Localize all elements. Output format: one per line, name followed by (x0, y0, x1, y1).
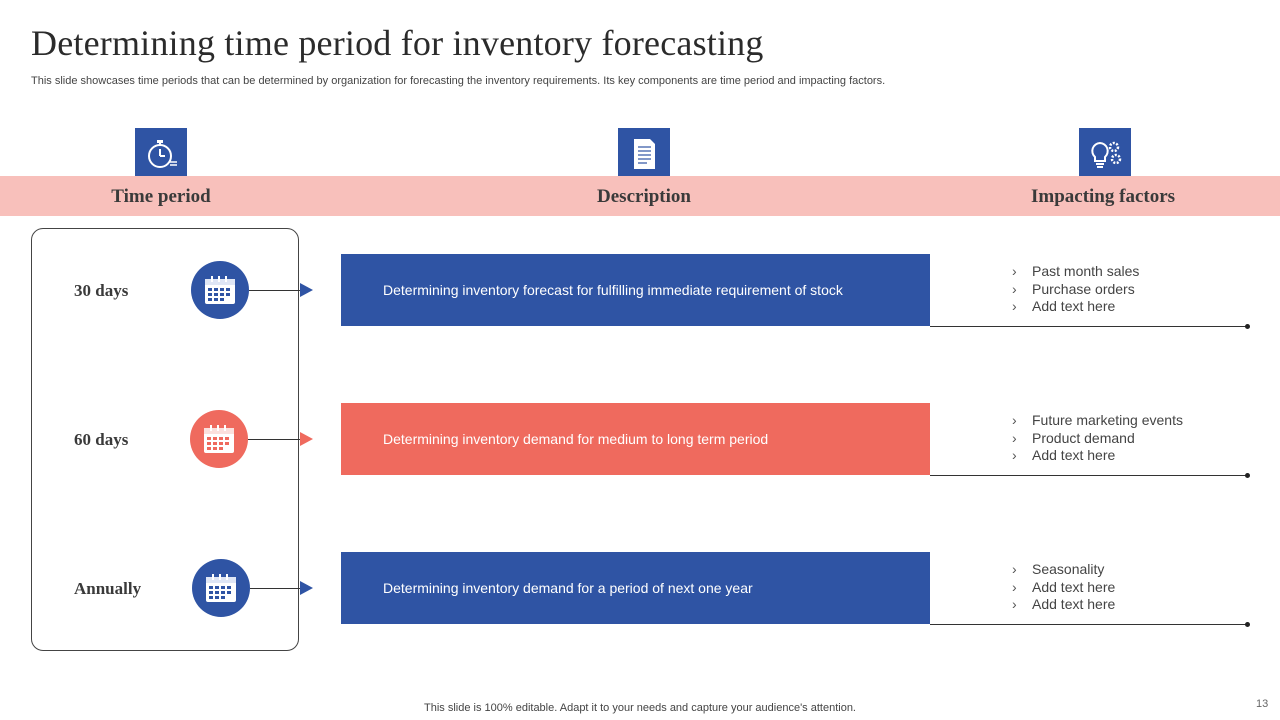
period-label: 30 days (74, 281, 129, 300)
chevron-right-icon: › (1012, 280, 1017, 297)
factors-list: › Seasonality › Add text here › Add text he… (1012, 561, 1115, 614)
chevron-right-icon: › (1012, 578, 1017, 595)
factors-list: › Future marketing events › Product demand… (1012, 412, 1183, 465)
lightbulb-gears-icon (1079, 128, 1131, 180)
list-item: › Add text here (1012, 578, 1116, 595)
divider-line (930, 624, 1248, 625)
list-item: › Add text here (1012, 447, 1116, 463)
connector-line (248, 439, 301, 440)
stopwatch-icon (135, 128, 187, 180)
divider-line (930, 326, 1248, 327)
page-number: 13 (1256, 698, 1269, 710)
header-band (0, 176, 1280, 216)
page-title: Determining time period for inventory fo… (31, 23, 764, 63)
description-box: Determining inventory demand for medium … (341, 403, 930, 475)
arrow-icon (300, 581, 313, 595)
factors-list: › Past month sales › Purchase orders › Add … (1012, 263, 1139, 316)
list-item: › Future marketing events (1012, 412, 1183, 428)
list-item: › Past month sales (1012, 263, 1140, 279)
footer-note: This slide is 100% editable. Adapt it to… (424, 702, 856, 714)
description-text: Determining inventory forecast for fulfi… (383, 282, 843, 298)
divider-line (930, 475, 1248, 476)
calendar-icon (190, 410, 248, 468)
chevron-right-icon: › (1012, 596, 1017, 612)
chevron-right-icon: › (1012, 298, 1017, 314)
chevron-right-icon: › (1012, 412, 1017, 428)
description-box: Determining inventory forecast for fulfi… (341, 254, 930, 326)
list-item: › Purchase orders (1012, 280, 1135, 297)
column-header-description: Description (597, 186, 691, 207)
line-end-dot (1245, 324, 1250, 329)
list-item: › Product demand (1012, 429, 1135, 446)
arrow-icon (300, 283, 313, 297)
period-label: Annually (74, 579, 142, 598)
column-header-time-period: Time period (111, 186, 211, 207)
description-box: Determining inventory demand for a perio… (341, 552, 930, 624)
chevron-right-icon: › (1012, 447, 1017, 463)
chevron-right-icon: › (1012, 561, 1017, 577)
list-item: › Add text here (1012, 298, 1116, 314)
list-item: › Add text here (1012, 596, 1116, 612)
calendar-icon (192, 559, 250, 617)
list-item: › Seasonality (1012, 561, 1105, 577)
description-text: Determining inventory demand for a perio… (383, 580, 753, 596)
chevron-right-icon: › (1012, 263, 1017, 279)
chevron-right-icon: › (1012, 429, 1017, 446)
line-end-dot (1245, 473, 1250, 478)
column-header-impacting-factors: Impacting factors (1030, 186, 1176, 207)
calendar-icon (191, 261, 249, 319)
connector-line (249, 290, 301, 291)
line-end-dot (1245, 622, 1250, 627)
period-label: 60 days (74, 430, 129, 449)
arrow-icon (300, 432, 313, 446)
connector-line (250, 588, 301, 589)
description-text: Determining inventory demand for medium … (383, 431, 769, 447)
document-icon (618, 128, 670, 180)
page-subtitle: This slide showcases time periods that c… (31, 75, 886, 87)
